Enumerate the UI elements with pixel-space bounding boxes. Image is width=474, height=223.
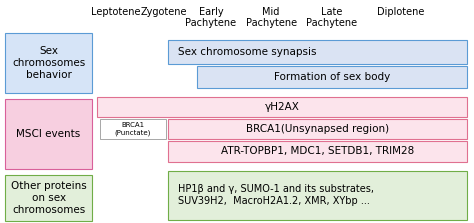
Text: Leptotene: Leptotene — [91, 7, 141, 17]
Text: Zygotene: Zygotene — [140, 7, 187, 17]
FancyBboxPatch shape — [97, 97, 467, 117]
Text: Diplotene: Diplotene — [377, 7, 424, 17]
Text: ATR-TOPBP1, MDC1, SETDB1, TRIM28: ATR-TOPBP1, MDC1, SETDB1, TRIM28 — [221, 147, 414, 156]
Text: Formation of sex body: Formation of sex body — [273, 72, 390, 82]
Text: HP1β and γ, SUMO-1 and its substrates,
SUV39H2,  MacroH2A1.2, XMR, XYbp ...: HP1β and γ, SUMO-1 and its substrates, S… — [178, 184, 374, 206]
FancyBboxPatch shape — [5, 99, 92, 169]
Text: MSCI events: MSCI events — [17, 129, 81, 139]
Text: Mid
Pachytene: Mid Pachytene — [246, 7, 297, 28]
FancyBboxPatch shape — [5, 175, 92, 221]
FancyBboxPatch shape — [168, 119, 467, 139]
Text: Sex chromosome synapsis: Sex chromosome synapsis — [178, 47, 316, 57]
Text: BRCA1
(Punctate): BRCA1 (Punctate) — [115, 122, 151, 136]
Text: Late
Pachytene: Late Pachytene — [306, 7, 357, 28]
FancyBboxPatch shape — [168, 171, 467, 220]
Text: Sex
chromosomes
behavior: Sex chromosomes behavior — [12, 46, 85, 80]
FancyBboxPatch shape — [100, 119, 166, 139]
Text: Other proteins
on sex
chromosomes: Other proteins on sex chromosomes — [11, 181, 86, 215]
FancyBboxPatch shape — [168, 40, 467, 64]
Text: BRCA1(Unsynapsed region): BRCA1(Unsynapsed region) — [246, 124, 389, 134]
FancyBboxPatch shape — [168, 141, 467, 162]
Text: Early
Pachytene: Early Pachytene — [185, 7, 237, 28]
FancyBboxPatch shape — [197, 66, 467, 88]
FancyBboxPatch shape — [5, 33, 92, 93]
Text: γH2AX: γH2AX — [264, 102, 300, 112]
